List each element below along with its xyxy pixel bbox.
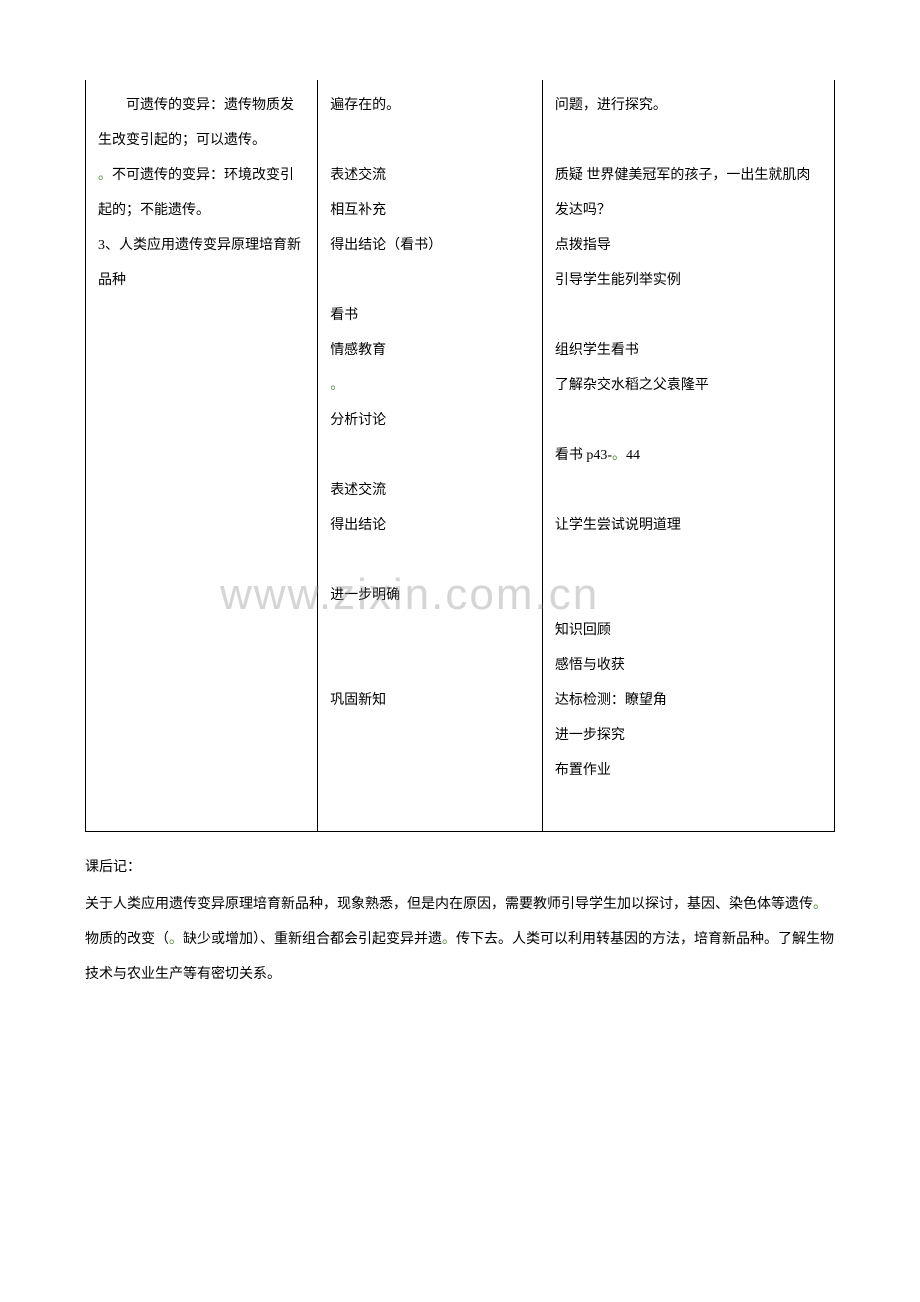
cell-text: 。不可遗传的变异：环境改变引起的；不能遗传。 <box>98 158 305 228</box>
cell-text: 布置作业 <box>555 753 822 788</box>
cell-text: 知识回顾 <box>555 613 822 648</box>
green-dot-icon: 。 <box>813 887 827 922</box>
afternote-text: 缺少或增加）、重新组合都会引起变异并遗 <box>183 932 442 947</box>
cell-text <box>555 298 822 333</box>
cell-text: 遍存在的。 <box>330 88 530 123</box>
cell-text: 进一步明确 <box>330 578 530 613</box>
green-dot-icon: 。 <box>330 368 344 403</box>
column-3: 问题，进行探究。 质疑 世界健美冠军的孩子，一出生就肌肉发达吗？ 点拨指导 引导… <box>542 80 834 832</box>
cell-text <box>330 123 530 158</box>
cell-text <box>330 543 530 578</box>
cell-text: 可遗传的变异：遗传物质发生改变引起的；可以遗传。 <box>98 88 305 158</box>
afternote-text: 物质的改变（ <box>85 932 169 947</box>
cell-text <box>330 438 530 473</box>
cell-text: 引导学生能列举实例 <box>555 263 822 298</box>
afternote-section: 课后记： 关于人类应用遗传变异原理培育新品种，现象熟悉，但是内在原因，需要教师引… <box>85 850 835 992</box>
cell-text-inner: 44 <box>626 448 640 463</box>
cell-text: 让学生尝试说明道理 <box>555 508 822 543</box>
green-dot-icon: 。 <box>98 158 112 193</box>
cell-text: 感悟与收获 <box>555 648 822 683</box>
cell-text: 看书 <box>330 298 530 333</box>
cell-text: 表述交流 <box>330 473 530 508</box>
afternote-heading: 课后记： <box>85 850 835 885</box>
cell-text: 分析讨论 <box>330 403 530 438</box>
cell-text <box>555 578 822 613</box>
cell-text: 得出结论 <box>330 508 530 543</box>
table-row: 可遗传的变异：遗传物质发生改变引起的；可以遗传。 。不可遗传的变异：环境改变引起… <box>86 80 835 832</box>
cell-text: 巩固新知 <box>330 683 530 718</box>
cell-text: 进一步探究 <box>555 718 822 753</box>
cell-text: 质疑 世界健美冠军的孩子，一出生就肌肉发达吗？ <box>555 158 822 228</box>
green-dot-icon: 。 <box>442 922 456 957</box>
cell-text: 3、人类应用遗传变异原理培育新品种 <box>98 228 305 298</box>
cell-text <box>330 263 530 298</box>
cell-text-inner: 看书 p43- <box>555 448 612 463</box>
cell-text: 表述交流 <box>330 158 530 193</box>
cell-text: 达标检测：瞭望角 <box>555 683 822 718</box>
column-2: 遍存在的。 表述交流 相互补充 得出结论（看书） 看书 情感教育 。 分析讨论 … <box>318 80 543 832</box>
cell-text: 相互补充 <box>330 193 530 228</box>
green-dot-icon: 。 <box>169 922 183 957</box>
cell-text <box>330 648 530 683</box>
cell-text <box>555 123 822 158</box>
cell-text <box>555 543 822 578</box>
cell-text: 点拨指导 <box>555 228 822 263</box>
green-dot-icon: 。 <box>612 438 626 473</box>
cell-text <box>555 473 822 508</box>
cell-text <box>330 613 530 648</box>
column-1: 可遗传的变异：遗传物质发生改变引起的；可以遗传。 。不可遗传的变异：环境改变引起… <box>86 80 318 832</box>
cell-text: 问题，进行探究。 <box>555 88 822 123</box>
afternote-body: 关于人类应用遗传变异原理培育新品种，现象熟悉，但是内在原因，需要教师引导学生加以… <box>85 887 835 992</box>
main-table: 可遗传的变异：遗传物质发生改变引起的；可以遗传。 。不可遗传的变异：环境改变引起… <box>85 80 835 832</box>
cell-text: 。 <box>330 368 530 403</box>
cell-text <box>555 788 822 823</box>
cell-text-inner: 不可遗传的变异：环境改变引起的；不能遗传。 <box>98 168 294 218</box>
cell-text: 看书 p43-。44 <box>555 438 822 473</box>
cell-text: 得出结论（看书） <box>330 228 530 263</box>
cell-text <box>555 403 822 438</box>
cell-text: 情感教育 <box>330 333 530 368</box>
cell-text: 了解杂交水稻之父袁隆平 <box>555 368 822 403</box>
cell-text <box>330 718 530 753</box>
afternote-text: 关于人类应用遗传变异原理培育新品种，现象熟悉，但是内在原因，需要教师引导学生加以… <box>85 897 813 912</box>
cell-text: 组织学生看书 <box>555 333 822 368</box>
